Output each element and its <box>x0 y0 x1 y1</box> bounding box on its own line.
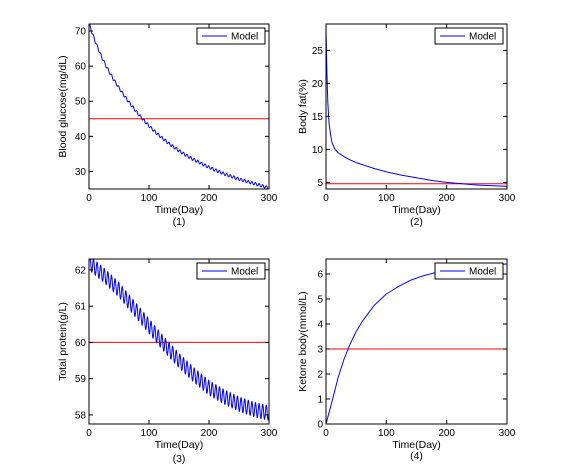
x-tick-label: 200 <box>201 193 218 204</box>
x-tick-label: 200 <box>438 428 455 439</box>
y-tick-label: 58 <box>75 410 87 421</box>
x-tick-label: 100 <box>141 193 158 204</box>
x-tick-label: 200 <box>201 428 218 439</box>
y-tick-label: 0 <box>317 420 323 431</box>
y-tick-label: 10 <box>312 145 324 156</box>
x-axis-label: Time(Day) <box>155 439 204 451</box>
y-axis-label: Total protein(g/L) <box>57 302 69 381</box>
y-tick-label: 2 <box>317 370 323 381</box>
x-tick-label: 300 <box>261 428 278 439</box>
y-tick-label: 1 <box>317 395 323 406</box>
y-tick-label: 50 <box>75 97 87 108</box>
plot-area <box>88 258 270 425</box>
y-tick-label: 60 <box>75 62 87 73</box>
subplot-caption: (2) <box>410 216 423 228</box>
y-tick-label: 3 <box>317 345 323 356</box>
y-axis-label: Blood glucose(mg/dL) <box>57 55 69 157</box>
x-tick-label: 300 <box>261 193 278 204</box>
legend-label: Model <box>231 267 258 278</box>
x-tick-label: 0 <box>86 193 92 204</box>
legend-box <box>196 262 266 280</box>
y-tick-label: 6 <box>317 270 323 281</box>
legend-box <box>434 262 504 280</box>
subplot-1: 0 100 200 300 30 40 50 60 70 Time(Day) Blood gluco… <box>57 23 278 228</box>
x-tick-label: 0 <box>323 428 329 439</box>
x-tick-label: 100 <box>141 428 158 439</box>
plot-area <box>325 23 508 190</box>
x-tick-label: 100 <box>378 193 395 204</box>
y-tick-label: 62 <box>75 265 87 276</box>
legend-label: Model <box>231 32 258 43</box>
legend-label: Model <box>469 267 496 278</box>
plot-area <box>88 23 270 190</box>
y-tick-label: 15 <box>312 112 324 123</box>
series-line-1 <box>89 259 269 421</box>
x-tick-label: 300 <box>499 428 516 439</box>
y-tick-label: 59 <box>75 374 87 385</box>
series-line-1 <box>326 27 507 187</box>
plot-area <box>325 258 508 425</box>
y-tick-label: 5 <box>317 178 323 189</box>
y-axis-label: Body fat(%) <box>297 79 309 134</box>
subplot-2: 0 100 200 300 5 10 15 20 25 Time(Day) Body fat(%) (… <box>297 23 516 228</box>
y-tick-label: 60 <box>75 338 87 349</box>
y-tick-label: 40 <box>75 132 87 143</box>
series-line-1 <box>89 24 269 189</box>
y-tick-label: 25 <box>312 46 324 57</box>
x-tick-label: 0 <box>86 428 92 439</box>
y-tick-label: 4 <box>317 320 323 331</box>
x-tick-label: 300 <box>499 193 516 204</box>
x-axis-label: Time(Day) <box>155 204 204 216</box>
subplot-3: 0 100 200 300 58 59 60 61 62 Time(Day) Total prote… <box>57 258 278 465</box>
subplot-caption: (1) <box>173 216 186 228</box>
y-tick-label: 20 <box>312 79 324 90</box>
y-tick-label: 70 <box>75 27 87 38</box>
subplot-4: 0 100 200 300 0 1 2 3 4 5 6 Time(Day) Ketone body(mm… <box>297 258 516 462</box>
y-tick-label: 61 <box>75 302 87 313</box>
y-axis-label: Ketone body(mmol/L) <box>297 291 309 391</box>
legend-label: Model <box>469 32 496 43</box>
subplot-caption: (4) <box>410 450 423 462</box>
x-axis-label: Time(Day) <box>392 439 441 451</box>
x-axis-label: Time(Day) <box>392 204 441 216</box>
legend-box <box>434 27 504 45</box>
x-tick-label: 100 <box>378 428 395 439</box>
y-tick-label: 30 <box>75 167 87 178</box>
x-tick-label: 200 <box>438 193 455 204</box>
subplot-caption: (3) <box>173 453 186 465</box>
y-tick-label: 5 <box>317 295 323 306</box>
legend-box <box>196 27 266 45</box>
x-tick-label: 0 <box>323 193 329 204</box>
